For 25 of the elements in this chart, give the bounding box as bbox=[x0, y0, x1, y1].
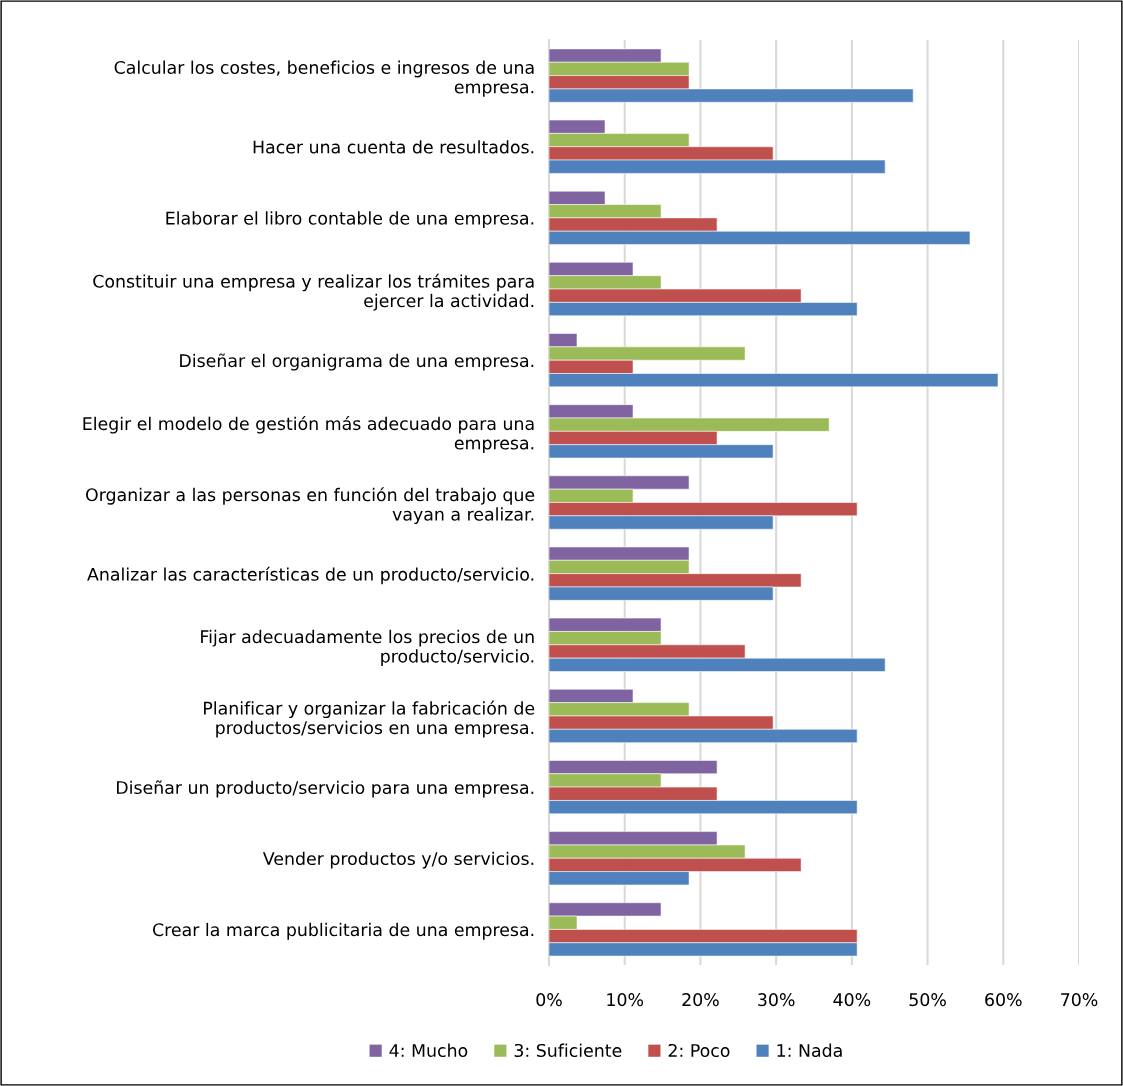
y-tick-label: Organizar a las personas en función del trabajo que vayan a realizar. bbox=[86, 487, 535, 525]
x-tick-label: 70% bbox=[1061, 993, 1098, 1007]
y-tick-label: Vender productos y/o servicios. bbox=[262, 851, 534, 869]
x-tick-label: 0% bbox=[536, 993, 562, 1007]
x-tick-label: 20% bbox=[682, 993, 719, 1007]
x-tick-label: 60% bbox=[985, 993, 1022, 1007]
y-tick-label: Diseñar un producto/servicio para una empresa. bbox=[117, 780, 534, 798]
legend-label: 1: Nada bbox=[777, 1043, 842, 1058]
y-tick-label: Planificar y organizar la fabricación de productos/servicios en una empresa. bbox=[204, 700, 535, 738]
legend-label: 2: Poco bbox=[668, 1043, 730, 1058]
y-tick-label: Hacer una cuenta de resultados. bbox=[253, 140, 534, 154]
y-tick-label: Calcular los costes, beneficios e ingresos de una empresa. bbox=[114, 60, 534, 97]
y-tick-label: Fijar adecuadamente los precios de un producto/servicio. bbox=[201, 629, 534, 667]
y-tick-label: Elegir el modelo de gestión más adecuado para una empresa. bbox=[83, 416, 534, 453]
legend-label: 3: Suficiente bbox=[514, 1043, 622, 1058]
y-tick-label: Diseñar el organigrama de una empresa. bbox=[180, 353, 534, 371]
x-tick-label: 40% bbox=[833, 993, 871, 1007]
x-tick-label: 30% bbox=[758, 993, 795, 1007]
y-tick-label: Analizar las características de un producto/servicio. bbox=[87, 566, 534, 585]
legend-label: 4: Mucho bbox=[389, 1043, 468, 1058]
y-tick-label: Crear la marca publicitaria de una empresa. bbox=[153, 922, 534, 940]
x-tick-label: 10% bbox=[607, 993, 644, 1007]
x-tick-label: 50% bbox=[909, 993, 946, 1007]
y-tick-label: Elaborar el libro contable de una empresa. bbox=[166, 211, 534, 229]
y-tick-label: Constituir una empresa y realizar los trámites para ejercer la actividad. bbox=[93, 273, 534, 311]
